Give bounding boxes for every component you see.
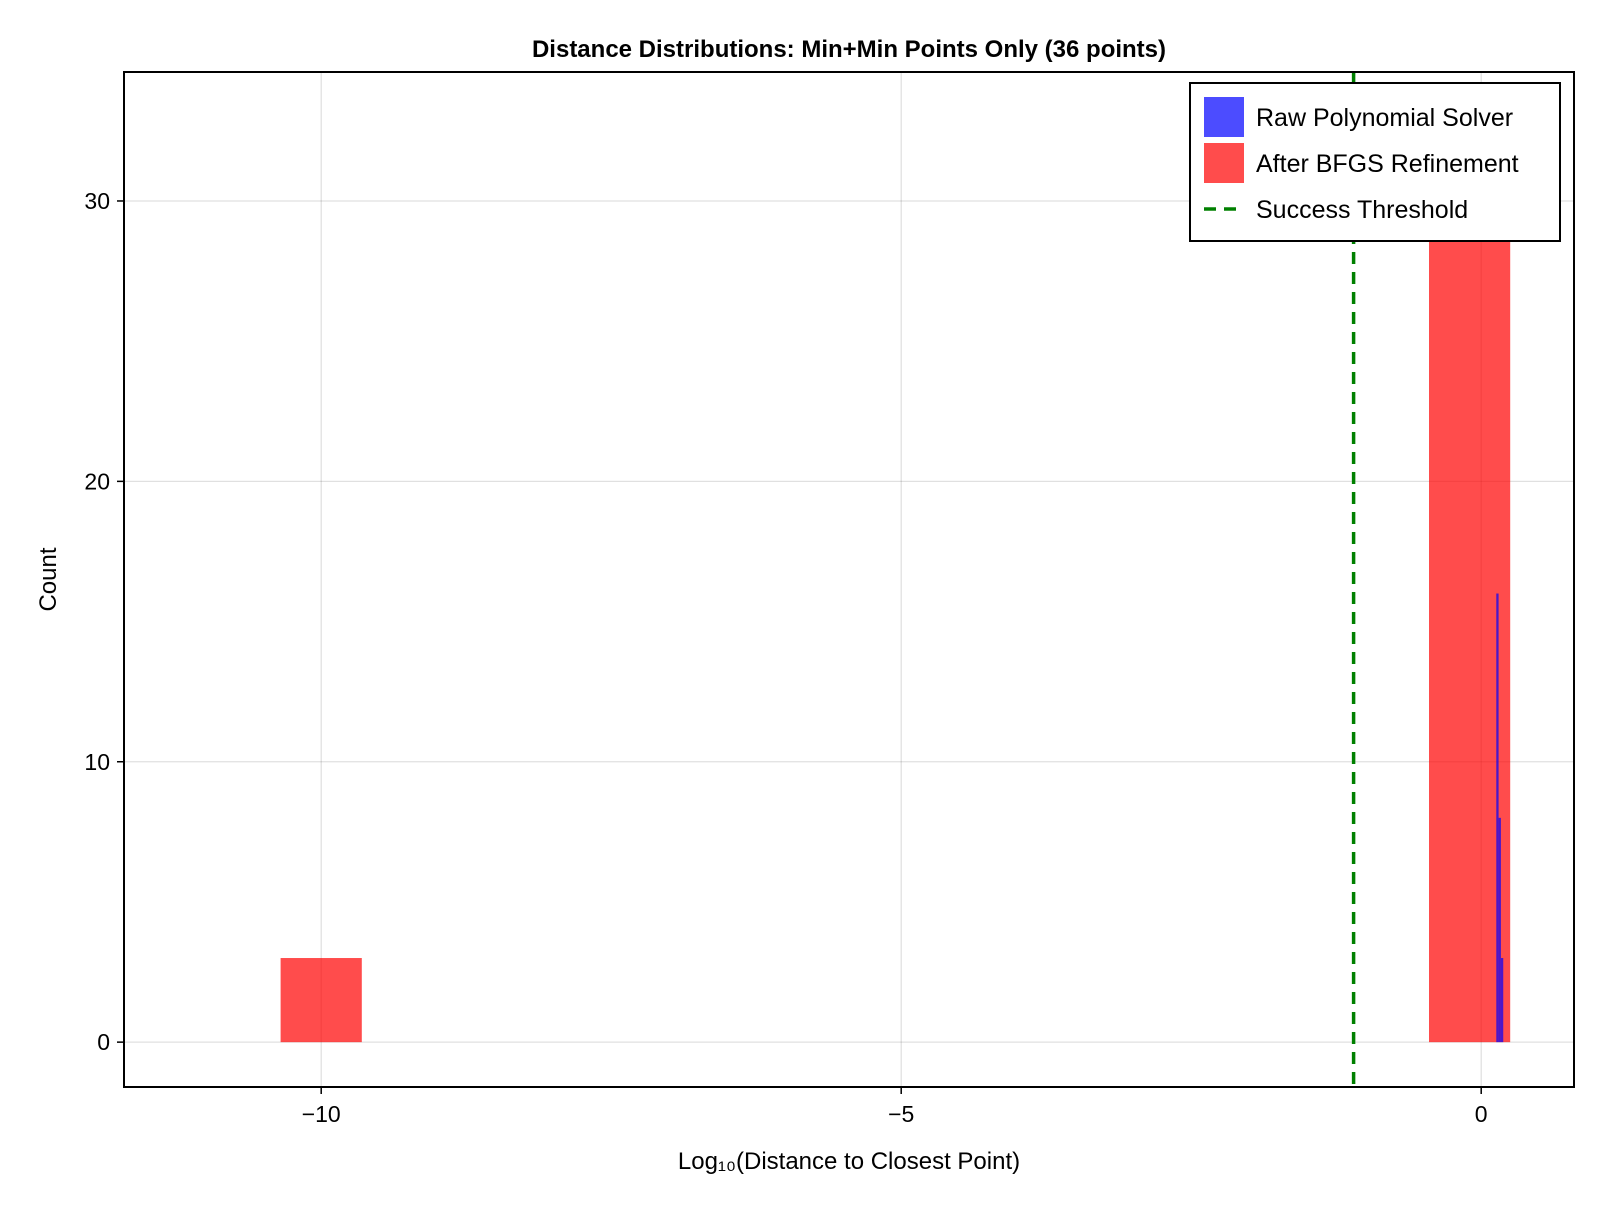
ticks-layer: −10 −5 0 0 10 20 30 — [84, 188, 1487, 1127]
histogram-bar-raw-polynomial-solver — [1496, 593, 1499, 1043]
x-tick-label: −10 — [302, 1101, 341, 1127]
histogram-bar-raw-polynomial-solver — [1498, 817, 1501, 1043]
plot-frame — [123, 71, 1575, 1088]
legend-label-after-bfgs-refinement: After BFGS Refinement — [1256, 150, 1519, 178]
legend: Raw Polynomial Solver After BFGS Refinem… — [1189, 82, 1561, 242]
legend-swatch-raw-polynomial-solver — [1204, 97, 1244, 137]
legend-swatch-after-bfgs-refinement — [1204, 143, 1244, 183]
y-axis-label: Count — [35, 547, 62, 611]
histogram-bar-after-bfgs-refinement — [280, 958, 362, 1043]
y-tick-label: 0 — [97, 1029, 110, 1055]
x-tick-label: 0 — [1475, 1101, 1488, 1127]
y-tick-label: 20 — [84, 468, 110, 494]
y-tick-label: 30 — [84, 188, 110, 214]
x-axis-label: Log₁₀(Distance to Closest Point) — [678, 1148, 1020, 1175]
legend-label-raw-polynomial-solver: Raw Polynomial Solver — [1256, 104, 1513, 132]
legend-label-success-threshold: Success Threshold — [1256, 196, 1468, 224]
chart-title: Distance Distributions: Min+Min Points O… — [532, 36, 1166, 63]
x-tick-label: −5 — [888, 1101, 914, 1127]
bars-layer — [280, 116, 1511, 1043]
histogram-bar-raw-polynomial-solver — [1500, 958, 1504, 1043]
y-tick-label: 10 — [84, 749, 110, 775]
legend-box — [1189, 82, 1561, 242]
